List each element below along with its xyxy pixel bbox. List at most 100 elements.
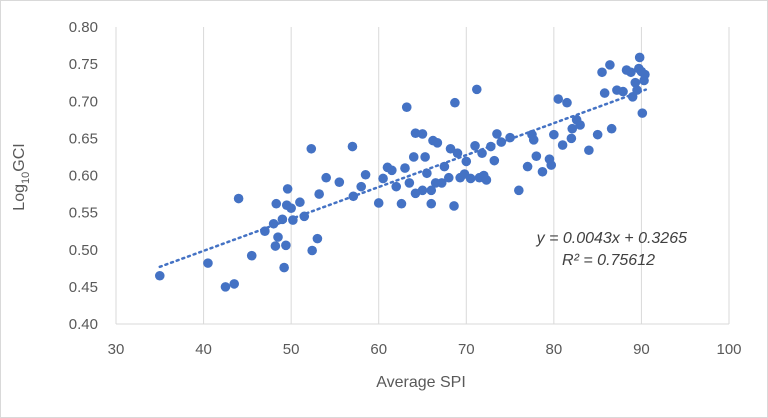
x-tick-label: 40 (195, 341, 212, 358)
data-point (410, 128, 421, 138)
r-squared-label: R² = 0.75612 (562, 252, 655, 269)
data-point (505, 132, 515, 143)
data-point (271, 198, 282, 209)
data-point (549, 129, 559, 140)
x-tick-label: 80 (546, 341, 563, 358)
data-point (528, 135, 539, 145)
data-point (420, 152, 430, 162)
trendline-equation: y = 0.0043x + 0.3265 (536, 230, 687, 247)
y-tick-label: 0.40 (69, 316, 98, 333)
trendline (158, 88, 648, 269)
x-tick-label: 50 (283, 341, 300, 358)
data-point (522, 161, 533, 172)
data-point (640, 69, 650, 80)
data-point (477, 148, 487, 159)
data-point (347, 141, 358, 152)
data-point (443, 172, 454, 183)
data-point (575, 120, 585, 130)
y-tick-label: 0.70 (69, 93, 98, 110)
data-point (481, 175, 492, 185)
data-point (597, 67, 607, 78)
data-point (632, 85, 642, 95)
data-point (422, 168, 432, 179)
data-point (348, 191, 359, 202)
x-tick-label: 100 (716, 341, 741, 358)
data-point (312, 233, 323, 244)
x-tick-label: 90 (633, 341, 650, 358)
y-tick-label: 0.50 (69, 242, 98, 259)
data-point (470, 141, 480, 151)
data-point (626, 67, 636, 78)
data-point (486, 141, 496, 152)
y-axis-title-prefix: Log (11, 184, 28, 211)
x-tick-label: 70 (458, 341, 475, 358)
data-point (203, 258, 213, 268)
data-point (260, 226, 270, 236)
data-point (634, 52, 645, 63)
data-point (452, 148, 463, 159)
data-point (445, 143, 456, 154)
data-point (417, 129, 428, 139)
data-point (321, 172, 331, 183)
data-point (387, 165, 397, 176)
y-tick-label: 0.75 (69, 56, 98, 73)
data-point (553, 94, 564, 104)
y-axis-title: Log10GCI (11, 143, 32, 210)
y-axis-title-suffix: GCI (11, 143, 28, 171)
data-point (605, 60, 615, 70)
data-point (618, 86, 628, 97)
data-point (492, 129, 502, 139)
data-point (465, 173, 476, 184)
data-point (401, 102, 412, 112)
data-point (637, 108, 648, 118)
x-axis-title: Average SPI (376, 374, 466, 391)
x-tick-label: 30 (108, 341, 125, 358)
data-point (307, 245, 317, 256)
data-point (246, 250, 257, 261)
y-tick-label: 0.80 (69, 19, 98, 36)
y-tick-label: 0.45 (69, 279, 98, 296)
data-point (461, 156, 472, 167)
data-point (514, 185, 524, 196)
data-point (281, 240, 291, 251)
data-point (282, 184, 293, 194)
data-point (557, 140, 568, 150)
data-point (584, 145, 594, 156)
x-tick-label: 60 (370, 341, 387, 358)
data-point (229, 279, 240, 289)
data-point (592, 129, 603, 140)
x-tick-labels: 30 40 50 60 70 80 90 100 (108, 341, 742, 358)
data-point (286, 203, 296, 213)
data-point (404, 178, 415, 188)
data-point (295, 197, 305, 208)
data-point (154, 270, 165, 281)
data-point (599, 88, 610, 98)
data-point (546, 160, 557, 170)
data-point (279, 262, 289, 273)
y-axis-title-subscript: 10 (20, 172, 32, 184)
data-point (356, 181, 367, 192)
data-point (373, 198, 384, 208)
data-point (537, 166, 548, 177)
data-point (566, 133, 577, 144)
data-point (288, 215, 298, 225)
data-point (567, 123, 578, 134)
data-point (400, 163, 410, 173)
data-point (220, 282, 231, 292)
data-point (417, 185, 428, 196)
data-point (606, 123, 617, 134)
data-point (439, 161, 450, 172)
data-point (314, 189, 324, 199)
data-point (450, 97, 460, 108)
y-tick-label: 0.55 (69, 205, 98, 222)
data-point (270, 241, 281, 251)
data-point (432, 138, 443, 148)
data-point (562, 97, 572, 108)
data-point (396, 198, 407, 209)
data-point (268, 218, 279, 229)
data-point (299, 211, 310, 222)
y-tick-label: 0.65 (69, 130, 98, 147)
data-point (233, 193, 244, 204)
y-tick-labels: 0.40 0.45 0.50 0.55 0.60 0.65 0.70 0.75 0.80 (69, 19, 98, 333)
